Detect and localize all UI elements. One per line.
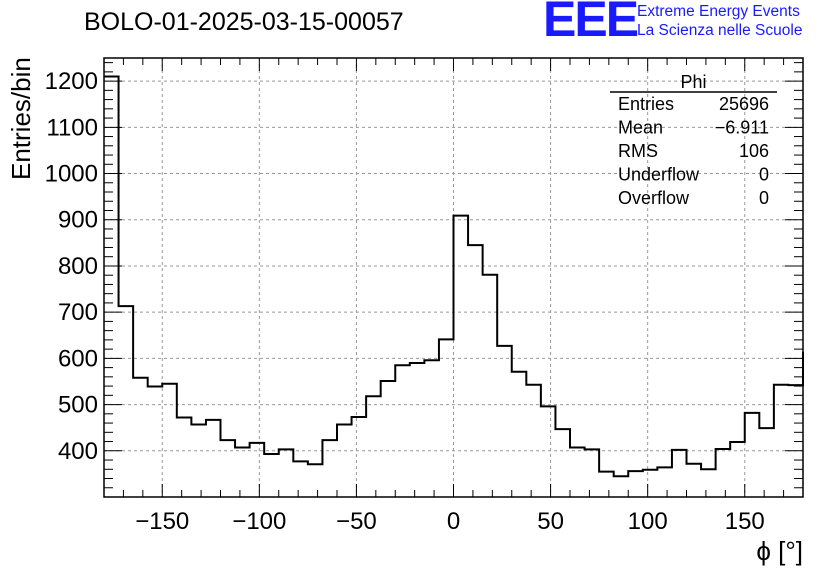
y-tick-label: 800 xyxy=(58,253,98,280)
logo-caption: Extreme Energy Events La Scienza nelle S… xyxy=(637,2,802,40)
y-tick-label: 600 xyxy=(58,345,98,372)
stats-label: Underflow xyxy=(618,165,700,185)
stats-value: −6.911 xyxy=(715,118,769,138)
tick-marks xyxy=(103,58,804,498)
stats-value: 0 xyxy=(759,188,769,208)
x-tick-label: 0 xyxy=(447,508,460,535)
x-tick-label: 50 xyxy=(537,508,564,535)
tick-labels: −150 −100 −50 0 50 100 150 400 500 600 700 800 900 10… xyxy=(45,68,765,535)
y-axis-label: Entries/bin xyxy=(6,57,36,180)
x-tick-label: −100 xyxy=(232,508,286,535)
stats-value: 106 xyxy=(739,141,769,161)
y-tick-label: 400 xyxy=(58,438,98,465)
stats-title: Phi xyxy=(680,72,706,92)
stats-value: 25696 xyxy=(719,94,769,114)
stats-value: 0 xyxy=(759,165,769,185)
stats-label: Overflow xyxy=(618,188,690,208)
x-tick-label: 100 xyxy=(628,508,668,535)
y-tick-label: 1100 xyxy=(46,114,98,141)
eee-logo: EEE xyxy=(543,0,639,47)
y-tick-label: 1000 xyxy=(45,161,98,188)
y-tick-label: 1200 xyxy=(45,68,98,95)
stats-label: Mean xyxy=(618,118,663,138)
y-tick-label: 900 xyxy=(58,207,98,234)
y-tick-label: 500 xyxy=(58,392,98,419)
logo-line-1: Extreme Energy Events xyxy=(637,3,800,20)
x-tick-label: 150 xyxy=(725,508,765,535)
y-tick-label: 700 xyxy=(58,299,98,326)
stats-label: RMS xyxy=(618,141,658,161)
stats-box: Phi Entries 25696 Mean −6.911 RMS 106 Underflow… xyxy=(610,72,777,208)
run-title: BOLO-01-2025-03-15-00057 xyxy=(84,8,404,36)
x-axis-label: ϕ [°] xyxy=(756,536,803,566)
x-tick-label: −150 xyxy=(135,508,189,535)
logo-line-2: La Scienza nelle Scuole xyxy=(637,22,803,39)
stats-label: Entries xyxy=(618,94,674,114)
histogram-line xyxy=(104,75,804,478)
x-tick-label: −50 xyxy=(336,508,377,535)
